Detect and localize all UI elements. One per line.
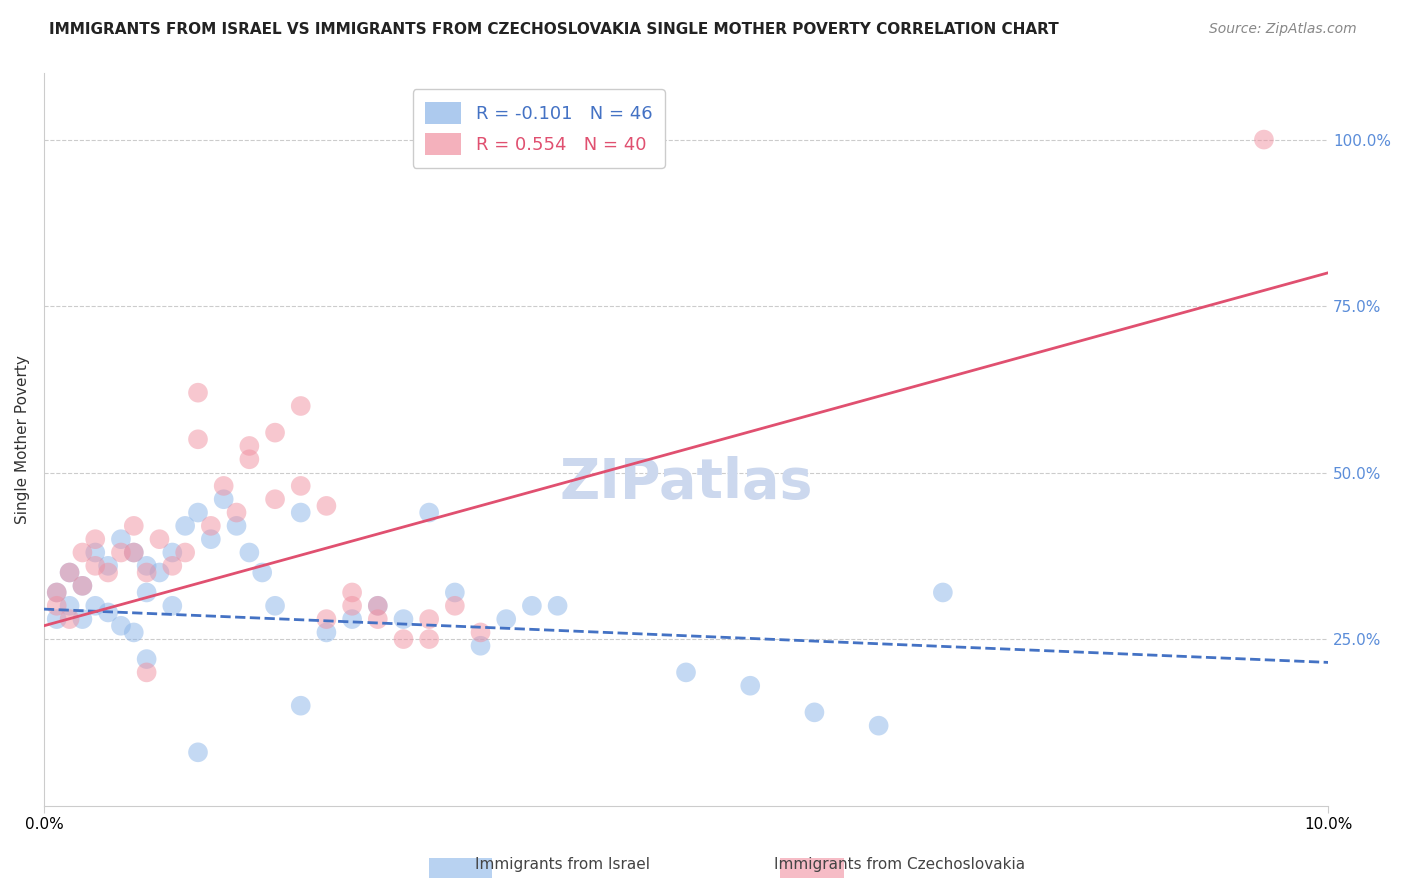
- Point: [315, 499, 337, 513]
- Point: [803, 706, 825, 720]
- Text: IMMIGRANTS FROM ISRAEL VS IMMIGRANTS FROM CZECHOSLOVAKIA SINGLE MOTHER POVERTY C: IMMIGRANTS FROM ISRAEL VS IMMIGRANTS FRO…: [49, 22, 1059, 37]
- Point: [97, 606, 120, 620]
- Point: [238, 545, 260, 559]
- Point: [58, 566, 80, 580]
- Point: [495, 612, 517, 626]
- Point: [45, 585, 67, 599]
- Point: [225, 519, 247, 533]
- Point: [187, 745, 209, 759]
- Point: [148, 566, 170, 580]
- Legend: R = -0.101   N = 46, R = 0.554   N = 40: R = -0.101 N = 46, R = 0.554 N = 40: [412, 89, 665, 168]
- Point: [264, 425, 287, 440]
- Point: [444, 599, 467, 613]
- Point: [740, 679, 762, 693]
- Point: [264, 492, 287, 507]
- Point: [547, 599, 569, 613]
- Point: [97, 558, 120, 573]
- Point: [45, 612, 67, 626]
- Point: [84, 532, 107, 546]
- Point: [162, 558, 184, 573]
- Point: [174, 545, 197, 559]
- Point: [84, 599, 107, 613]
- Point: [675, 665, 697, 680]
- Point: [212, 479, 235, 493]
- Point: [72, 579, 94, 593]
- Point: [250, 566, 273, 580]
- Point: [45, 585, 67, 599]
- Point: [418, 632, 440, 646]
- Point: [392, 632, 415, 646]
- Point: [58, 599, 80, 613]
- Point: [162, 599, 184, 613]
- Point: [444, 585, 467, 599]
- Point: [290, 479, 312, 493]
- Point: [418, 612, 440, 626]
- Point: [340, 599, 363, 613]
- Point: [392, 612, 415, 626]
- Point: [72, 579, 94, 593]
- Point: [340, 612, 363, 626]
- Point: [520, 599, 543, 613]
- Text: Source: ZipAtlas.com: Source: ZipAtlas.com: [1209, 22, 1357, 37]
- Point: [135, 558, 157, 573]
- Point: [84, 558, 107, 573]
- Point: [238, 452, 260, 467]
- Point: [135, 652, 157, 666]
- Point: [340, 585, 363, 599]
- Point: [290, 506, 312, 520]
- Point: [135, 665, 157, 680]
- Point: [122, 545, 145, 559]
- Point: [72, 612, 94, 626]
- Point: [162, 545, 184, 559]
- Point: [110, 545, 132, 559]
- Point: [97, 566, 120, 580]
- Point: [315, 612, 337, 626]
- Point: [290, 399, 312, 413]
- Point: [45, 599, 67, 613]
- Point: [470, 625, 492, 640]
- Point: [135, 566, 157, 580]
- Point: [174, 519, 197, 533]
- Point: [868, 719, 890, 733]
- Point: [367, 599, 389, 613]
- Text: ZIPatlas: ZIPatlas: [560, 456, 813, 510]
- Point: [200, 532, 222, 546]
- Text: Immigrants from Israel: Immigrants from Israel: [475, 857, 650, 872]
- Point: [212, 492, 235, 507]
- Point: [110, 619, 132, 633]
- Text: Immigrants from Czechoslovakia: Immigrants from Czechoslovakia: [775, 857, 1025, 872]
- Point: [238, 439, 260, 453]
- Point: [367, 612, 389, 626]
- Point: [122, 519, 145, 533]
- Point: [264, 599, 287, 613]
- Point: [187, 385, 209, 400]
- Point: [367, 599, 389, 613]
- Point: [290, 698, 312, 713]
- Point: [135, 585, 157, 599]
- Point: [470, 639, 492, 653]
- Y-axis label: Single Mother Poverty: Single Mother Poverty: [15, 355, 30, 524]
- Point: [110, 532, 132, 546]
- Point: [58, 566, 80, 580]
- Point: [122, 625, 145, 640]
- Point: [932, 585, 955, 599]
- Point: [187, 506, 209, 520]
- Point: [58, 612, 80, 626]
- Point: [122, 545, 145, 559]
- Point: [72, 545, 94, 559]
- Point: [187, 432, 209, 446]
- Point: [315, 625, 337, 640]
- Point: [418, 506, 440, 520]
- Point: [225, 506, 247, 520]
- Point: [200, 519, 222, 533]
- Point: [148, 532, 170, 546]
- Point: [84, 545, 107, 559]
- Point: [1253, 132, 1275, 146]
